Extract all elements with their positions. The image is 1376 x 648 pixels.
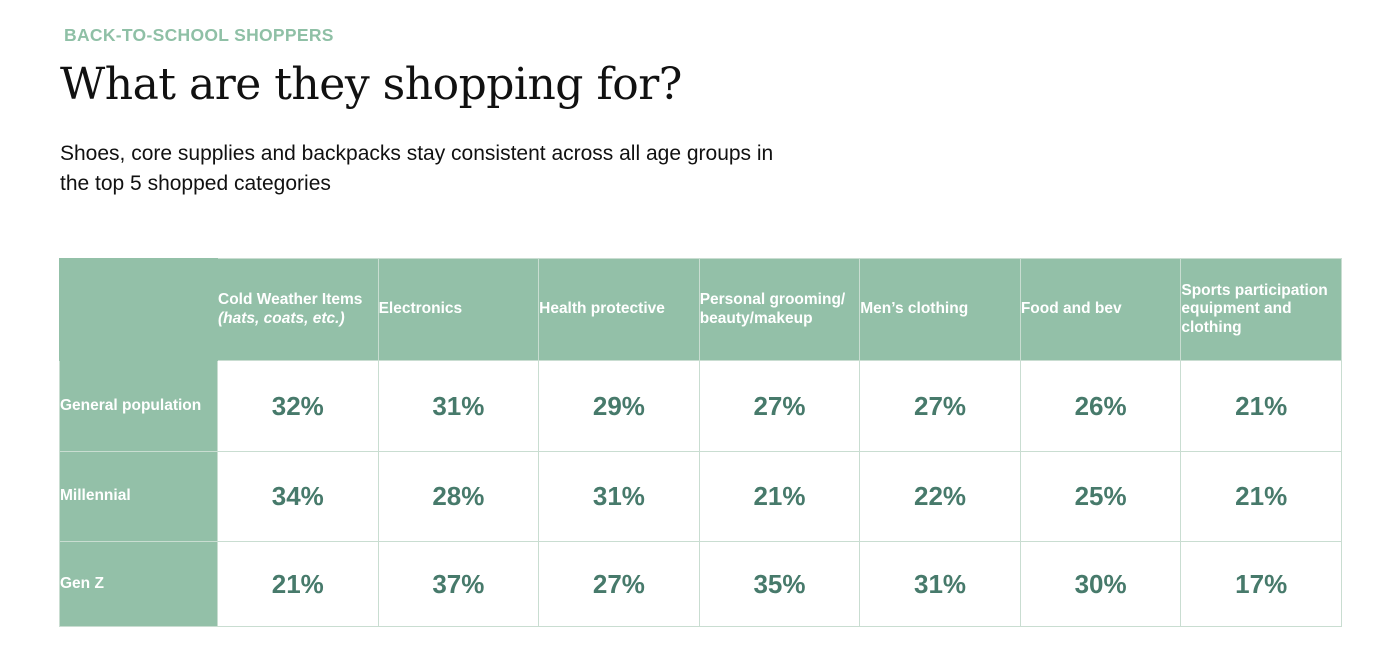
table-cell-value: 25% — [1019, 451, 1182, 542]
column-header-label: Health protective — [539, 300, 665, 318]
table-cell-value: 21% — [1180, 451, 1342, 542]
row-header: General population — [59, 360, 218, 452]
table-row: Gen Z 21% 37% 27% 35% 31% 30% 17% — [59, 541, 1342, 627]
table-cell-value: 35% — [698, 541, 861, 627]
column-header: Men’s clothing — [859, 258, 1021, 361]
table-cell-value: 27% — [698, 360, 861, 452]
column-header-label: Men’s clothing — [860, 300, 969, 318]
table-cell-value: 37% — [377, 541, 540, 627]
shopping-categories-table: Cold Weather Items (hats, coats, etc.) E… — [59, 258, 1342, 627]
table-cell-value: 21% — [698, 451, 861, 542]
table-cell-value: 32% — [217, 360, 379, 452]
column-header-label: Personal grooming/ beauty/makeup — [699, 291, 846, 327]
table-header-row: Cold Weather Items (hats, coats, etc.) E… — [59, 258, 1342, 361]
column-header: Food and bev — [1019, 258, 1182, 361]
table-cell-value: 27% — [859, 360, 1021, 452]
column-header: Sports participation equipment and cloth… — [1180, 258, 1342, 361]
table-cell-value: 27% — [538, 541, 700, 627]
column-header-label: Cold Weather Items — [218, 291, 363, 308]
table-cell-value: 17% — [1180, 541, 1342, 627]
table-cell-value: 31% — [377, 360, 540, 452]
table-cell-value: 34% — [217, 451, 379, 542]
column-header: Personal grooming/ beauty/makeup — [698, 258, 861, 361]
table-cell-value: 31% — [538, 451, 700, 542]
column-header-label: Sports participation equipment and cloth… — [1181, 281, 1328, 336]
table-row: Millennial 34% 28% 31% 21% 22% 25% 21% — [59, 451, 1342, 542]
table-cell-value: 31% — [859, 541, 1021, 627]
eyebrow-label: BACK-TO-SCHOOL SHOPPERS — [64, 25, 334, 45]
page-subtitle: Shoes, core supplies and backpacks stay … — [60, 142, 774, 195]
column-header: Electronics — [377, 258, 540, 361]
page-title: What are they shopping for? — [60, 59, 682, 110]
column-header: Health protective — [538, 258, 700, 361]
table-cell-value: 28% — [377, 451, 540, 542]
table-cell-value: 21% — [1180, 360, 1342, 452]
table-cell-value: 26% — [1019, 360, 1182, 452]
table-cell-value: 29% — [538, 360, 700, 452]
table-body: General population 32% 31% 29% 27% 27% 26% 21% M… — [59, 360, 1342, 627]
column-header: Cold Weather Items (hats, coats, etc.) — [217, 258, 379, 361]
column-header-label: Food and bev — [1020, 300, 1122, 318]
column-header-label-italic: (hats, coats, etc.) — [218, 309, 345, 327]
table-cell-value: 30% — [1019, 541, 1182, 627]
table-corner-cell — [59, 258, 218, 361]
column-header-label: Electronics — [378, 300, 463, 318]
row-header: Gen Z — [59, 541, 218, 627]
table-cell-value: 22% — [859, 451, 1021, 542]
table-cell-value: 21% — [217, 541, 379, 627]
table-row: General population 32% 31% 29% 27% 27% 26% 21% — [59, 360, 1342, 452]
row-header: Millennial — [59, 451, 218, 542]
